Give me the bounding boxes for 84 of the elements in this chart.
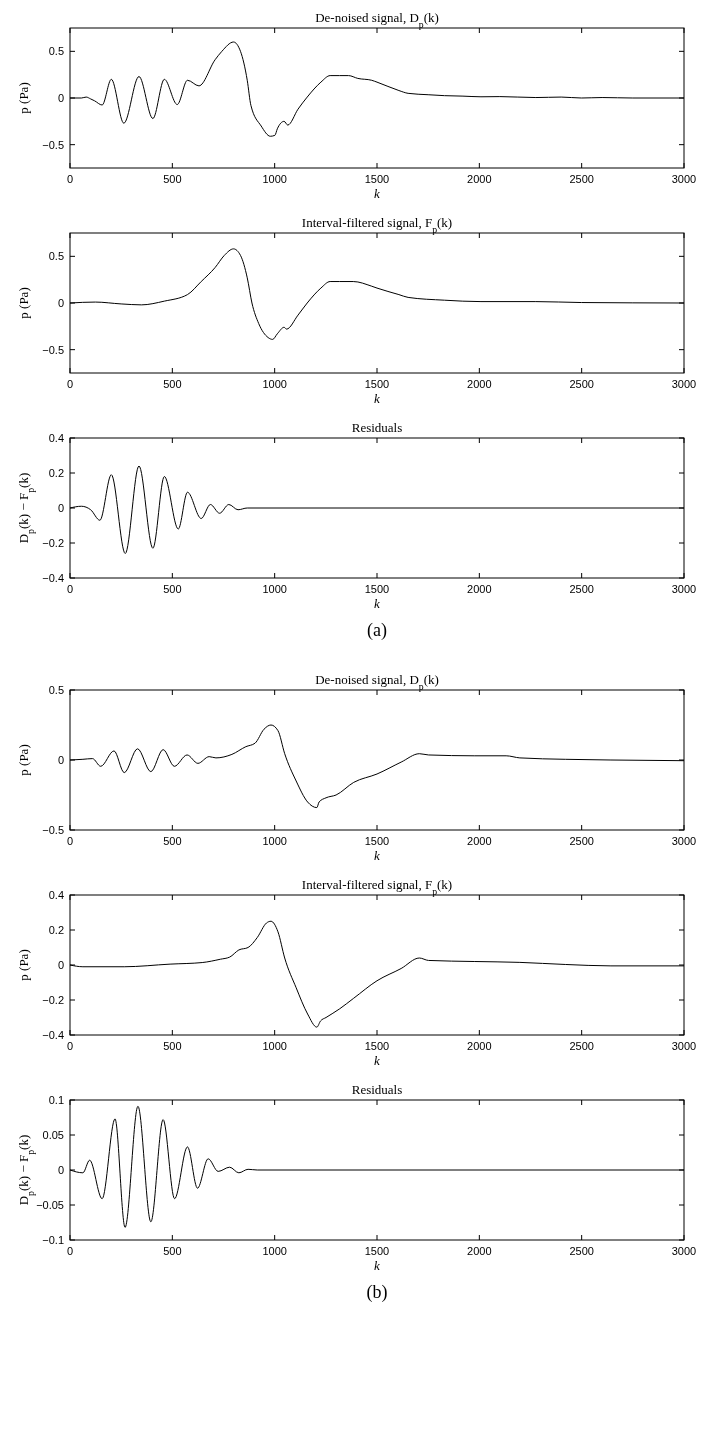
x-tick-label: 2000 bbox=[467, 1040, 492, 1052]
x-tick-label: 500 bbox=[163, 173, 182, 185]
y-tick-label: 0 bbox=[57, 92, 64, 104]
x-tick-label: 500 bbox=[163, 583, 182, 595]
x-axis-title: k bbox=[374, 391, 381, 406]
text: (a) bbox=[367, 620, 387, 641]
x-tick-label: 1000 bbox=[262, 1245, 287, 1257]
y-tick-label: 0.4 bbox=[48, 889, 64, 901]
x-axis-title: k bbox=[374, 1053, 381, 1068]
x-tick-label: 500 bbox=[163, 378, 182, 390]
y-tick-label: −0.5 bbox=[42, 343, 64, 356]
y-tick-label: 0.2 bbox=[48, 924, 64, 936]
y-tick-label: 0.1 bbox=[48, 1094, 64, 1106]
x-tick-label: 3000 bbox=[671, 378, 697, 390]
x-tick-label: 1000 bbox=[262, 173, 287, 185]
y-tick-label: 0 bbox=[57, 502, 64, 514]
y-tick-label: −0.4 bbox=[42, 572, 64, 584]
x-tick-label: 2000 bbox=[467, 378, 492, 390]
y-tick-label: 0.5 bbox=[48, 250, 64, 263]
y-axis-title: p (Pa) bbox=[16, 287, 31, 319]
x-tick-label: 3000 bbox=[671, 835, 697, 847]
y-tick-label: 0 bbox=[57, 754, 64, 766]
x-tick-label: 2000 bbox=[467, 835, 492, 847]
x-tick-label: 0 bbox=[66, 173, 74, 185]
x-axis-title: k bbox=[374, 186, 381, 201]
x-axis-title: k bbox=[374, 848, 381, 863]
y-tick-label: 0.05 bbox=[42, 1129, 64, 1141]
y-tick-label: 0.4 bbox=[48, 432, 64, 444]
x-tick-label: 3000 bbox=[671, 1245, 697, 1257]
x-tick-label: 2500 bbox=[569, 1040, 594, 1052]
x-tick-label: 3000 bbox=[671, 173, 697, 185]
y-tick-label: −0.2 bbox=[42, 994, 64, 1006]
x-tick-label: 1500 bbox=[364, 378, 390, 390]
y-tick-label: 0 bbox=[57, 1164, 64, 1176]
x-tick-label: 1500 bbox=[364, 1040, 390, 1052]
y-axis-title: p (Pa) bbox=[16, 744, 31, 776]
chart-title: De-noised signal, D$_{p}$(k) bbox=[315, 10, 439, 30]
chart-title: Interval-filtered signal, F$_{p}$(k) bbox=[301, 215, 453, 235]
x-tick-label: 2500 bbox=[569, 835, 594, 847]
x-tick-label: 3000 bbox=[671, 583, 697, 595]
x-tick-label: 1500 bbox=[364, 835, 390, 847]
y-tick-label: 0.5 bbox=[48, 45, 64, 58]
chart-title: Residuals bbox=[351, 1082, 403, 1097]
text: (b) bbox=[366, 1282, 388, 1303]
x-tick-label: 2500 bbox=[569, 1245, 594, 1257]
y-tick-label: −0.4 bbox=[42, 1029, 64, 1041]
x-axis-title: k bbox=[374, 596, 381, 611]
x-tick-label: 1000 bbox=[262, 835, 287, 847]
y-tick-label: −0.1 bbox=[42, 1234, 64, 1246]
y-tick-label: 0.2 bbox=[48, 467, 64, 479]
x-tick-label: 1000 bbox=[262, 583, 287, 595]
x-tick-label: 1500 bbox=[364, 173, 390, 185]
x-tick-label: 500 bbox=[163, 835, 182, 847]
x-tick-label: 500 bbox=[163, 1245, 182, 1257]
x-tick-label: 2500 bbox=[569, 378, 594, 390]
y-tick-label: 0 bbox=[57, 959, 64, 971]
chart-title: De-noised signal, D$_{p}$(k) bbox=[315, 672, 439, 692]
chart-title: Residuals bbox=[351, 420, 403, 435]
y-tick-label: −0.05 bbox=[36, 1199, 64, 1211]
x-axis-title: k bbox=[374, 1258, 381, 1273]
x-tick-label: 2500 bbox=[569, 173, 594, 185]
x-tick-label: 0 bbox=[66, 583, 74, 595]
x-tick-label: 500 bbox=[163, 1040, 182, 1052]
y-tick-label: 0 bbox=[57, 297, 64, 309]
x-tick-label: 1500 bbox=[364, 1245, 390, 1257]
x-tick-label: 2000 bbox=[467, 583, 492, 595]
x-tick-label: 1000 bbox=[262, 378, 287, 390]
y-axis-title: p (Pa) bbox=[16, 82, 31, 114]
y-tick-label: 0.5 bbox=[48, 684, 64, 696]
x-tick-label: 0 bbox=[66, 835, 74, 847]
x-tick-label: 1500 bbox=[364, 583, 390, 595]
x-tick-label: 1000 bbox=[262, 1040, 287, 1052]
x-tick-label: 0 bbox=[66, 1040, 74, 1052]
x-tick-label: 2500 bbox=[569, 583, 594, 595]
x-tick-label: 3000 bbox=[671, 1040, 697, 1052]
x-tick-label: 0 bbox=[66, 1245, 74, 1257]
chart-title: Interval-filtered signal, F$_{p}$(k) bbox=[301, 877, 453, 897]
x-tick-label: 0 bbox=[66, 378, 74, 390]
y-tick-label: −0.5 bbox=[42, 138, 64, 151]
y-axis-title: p (Pa) bbox=[16, 949, 31, 981]
x-tick-label: 2000 bbox=[467, 173, 492, 185]
y-tick-label: −0.2 bbox=[42, 537, 64, 549]
y-tick-label: −0.5 bbox=[42, 824, 64, 836]
x-tick-label: 2000 bbox=[467, 1245, 492, 1257]
